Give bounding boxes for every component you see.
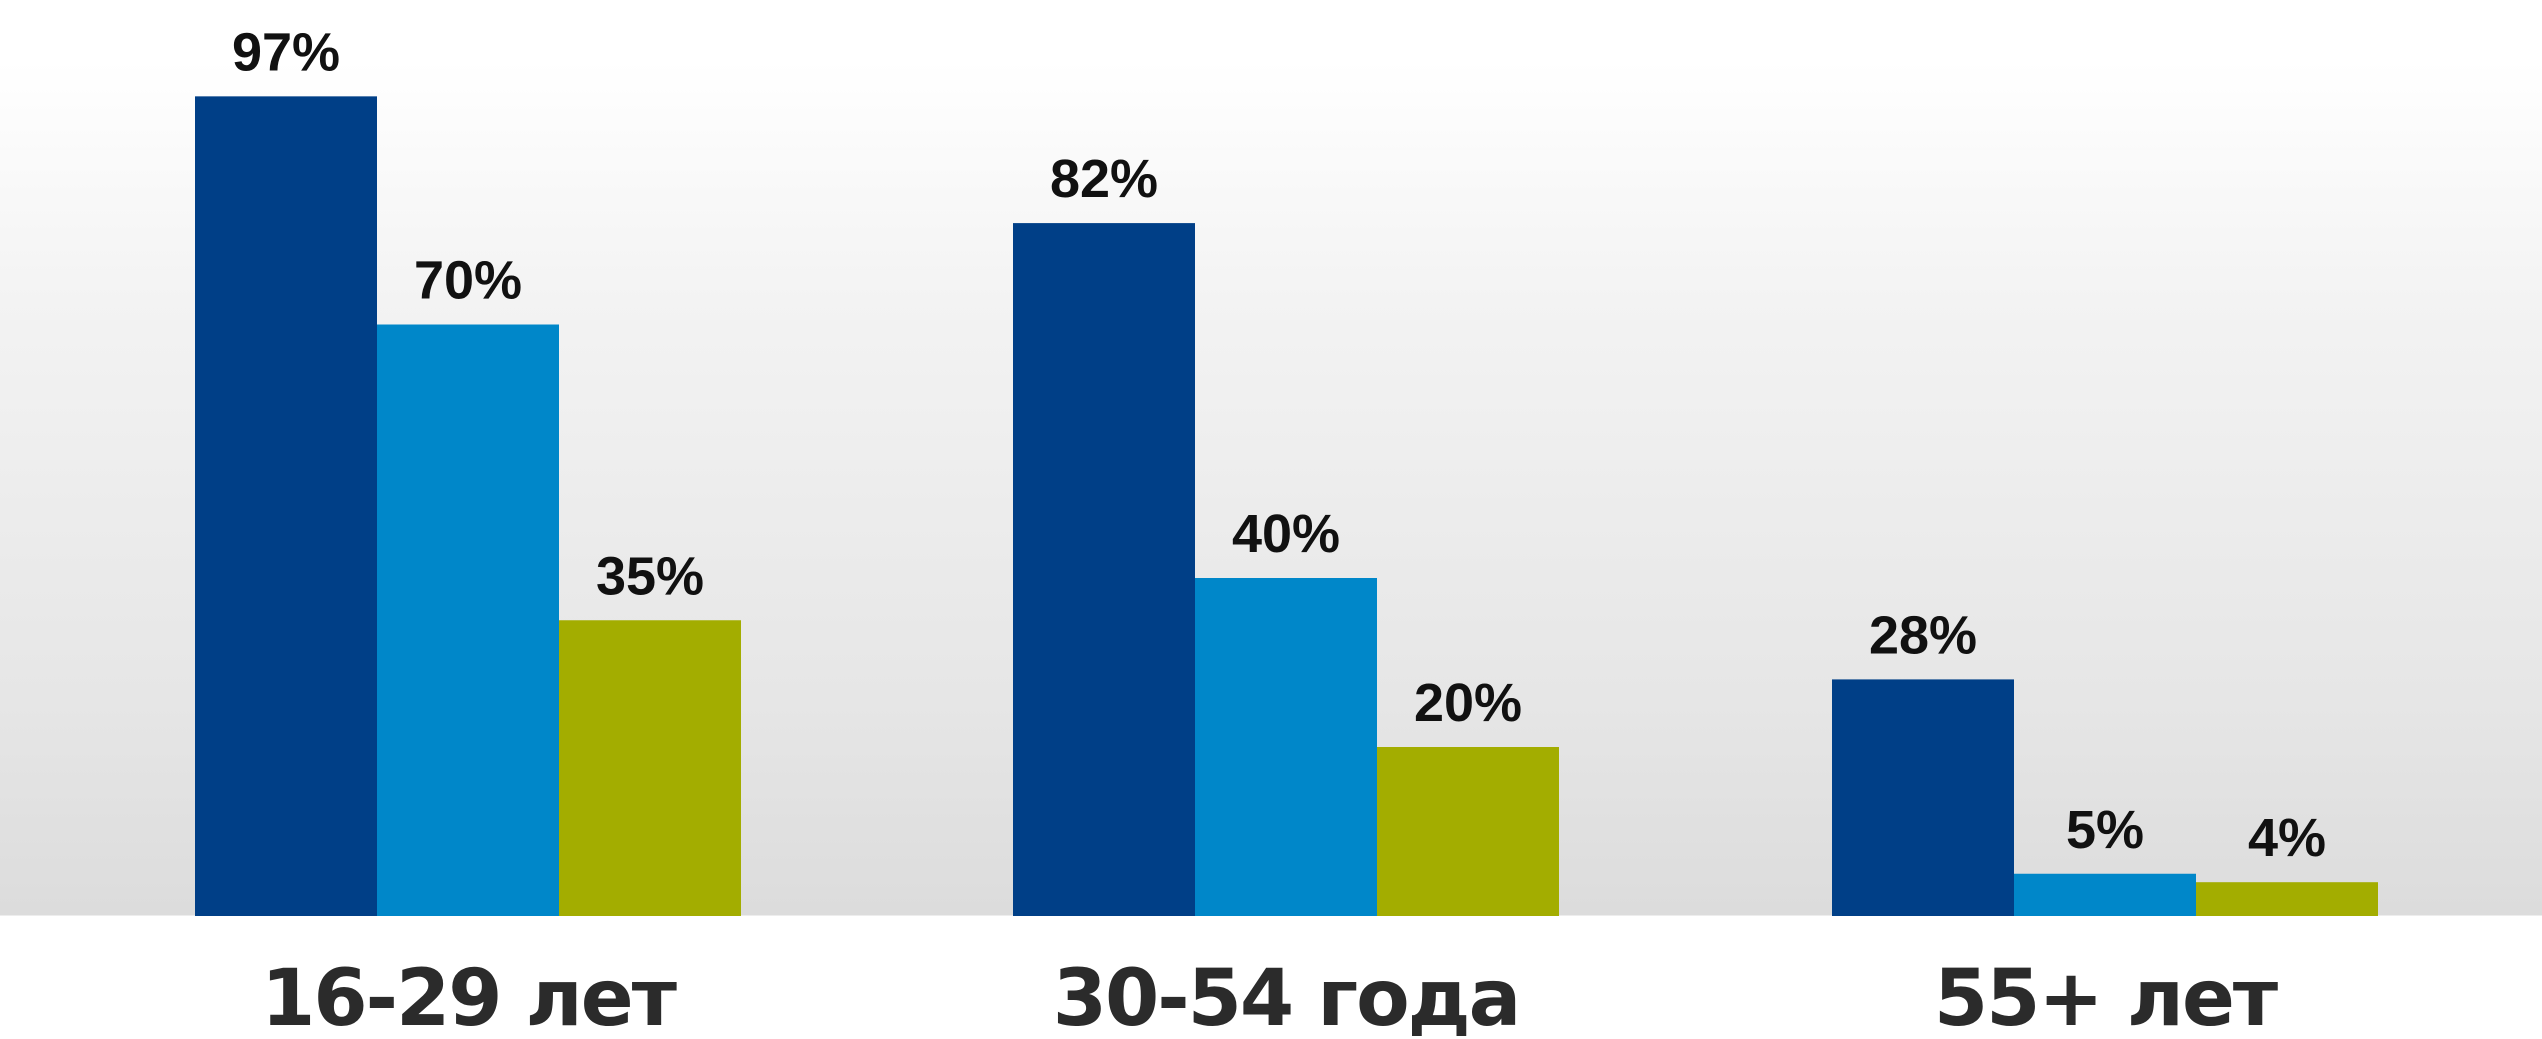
- value-label-1-0: 82%: [1050, 149, 1158, 209]
- category-label-0: 16-29 лет: [261, 954, 677, 1039]
- category-label-1: 30-54 года: [1053, 954, 1520, 1039]
- value-labels-layer: 97% 70% 35% 82% 40% 20% 28% 5% 4%: [232, 22, 2326, 868]
- category-label-2: 55+ лет: [1934, 954, 2278, 1039]
- value-label-2-1: 5%: [2066, 800, 2144, 860]
- value-label-0-1: 70%: [414, 251, 522, 311]
- bar-0-1: [377, 324, 559, 916]
- value-label-2-2: 4%: [2248, 808, 2326, 868]
- bar-0-2: [559, 620, 741, 916]
- bar-1-2: [1377, 747, 1559, 916]
- bar-2-0: [1832, 679, 2014, 916]
- bars-layer: [195, 96, 2378, 917]
- bar-1-0: [1013, 223, 1195, 917]
- value-label-2-0: 28%: [1869, 605, 1977, 665]
- bar-0-0: [195, 96, 377, 917]
- value-label-0-2: 35%: [596, 546, 704, 606]
- value-label-1-1: 40%: [1232, 504, 1340, 564]
- bar-1-1: [1195, 578, 1377, 916]
- value-label-0-0: 97%: [232, 22, 340, 82]
- category-labels-layer: 16-29 лет 30-54 года 55+ лет: [261, 954, 2280, 1039]
- bar-2-2: [2196, 882, 2378, 916]
- value-label-1-2: 20%: [1414, 673, 1522, 733]
- bar-2-1: [2014, 873, 2196, 916]
